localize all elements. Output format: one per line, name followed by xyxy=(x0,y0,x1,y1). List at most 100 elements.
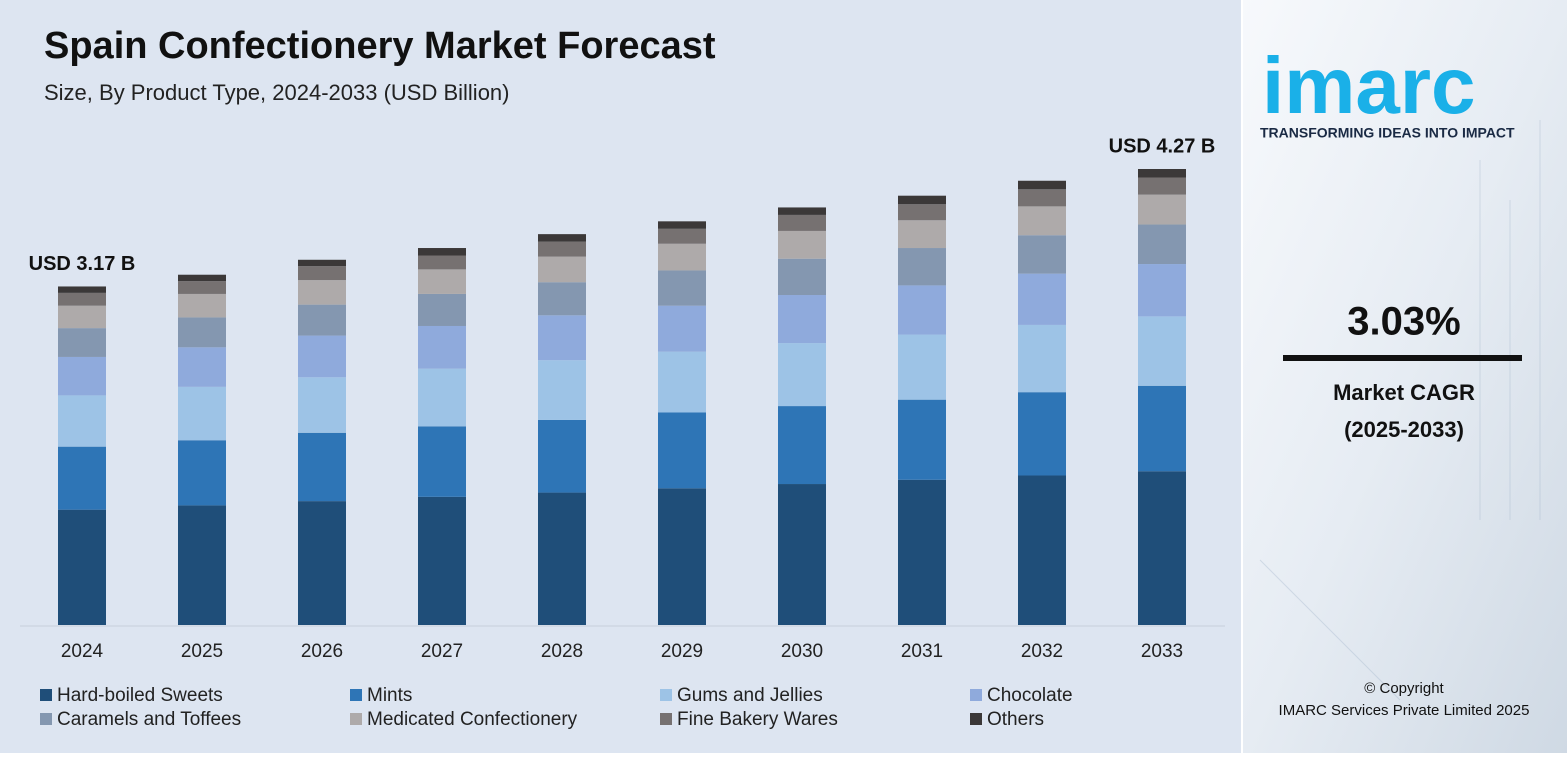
bar-segment xyxy=(538,492,586,625)
bar-segment xyxy=(778,258,826,296)
x-tick-label: 2030 xyxy=(781,641,823,662)
legend-swatch xyxy=(970,713,982,725)
x-tick-label: 2027 xyxy=(421,641,463,662)
legend-label: Mints xyxy=(367,685,412,706)
bar-segment xyxy=(1138,169,1186,178)
bar-segment xyxy=(538,241,586,257)
bar-segment xyxy=(1018,180,1066,190)
bar-segment xyxy=(418,368,466,427)
legend-swatch xyxy=(970,689,982,701)
bar-segment xyxy=(1138,264,1186,317)
bar-segment xyxy=(898,285,946,335)
bar-segment xyxy=(178,440,226,506)
bar-segment xyxy=(1018,392,1066,476)
bar-segment xyxy=(58,292,106,306)
bar-segment xyxy=(1138,224,1186,265)
bar-segment xyxy=(1018,273,1066,325)
bar-segment xyxy=(298,377,346,433)
legend-label: Hard-boiled Sweets xyxy=(57,685,223,706)
bar-segment xyxy=(538,256,586,283)
bar-segment xyxy=(418,496,466,625)
x-tick-label: 2026 xyxy=(301,641,343,662)
logo: imarc xyxy=(1262,41,1475,130)
bar-segment xyxy=(1138,471,1186,625)
cagr-label: Market CAGR xyxy=(1333,380,1475,405)
bar-segment xyxy=(898,204,946,221)
bar-segment xyxy=(58,395,106,447)
bar-segment xyxy=(1138,194,1186,225)
bar-segment xyxy=(418,255,466,270)
bar-segment xyxy=(298,266,346,281)
bar-segment xyxy=(778,295,826,344)
legend-label: Others xyxy=(987,709,1044,730)
legend-swatch xyxy=(40,713,52,725)
tagline: TRANSFORMING IDEAS INTO IMPACT xyxy=(1260,125,1515,141)
bar-segment xyxy=(898,220,946,249)
x-tick-label: 2031 xyxy=(901,641,943,662)
bar-segment xyxy=(898,334,946,400)
bar-segment xyxy=(778,484,826,625)
bar-segment xyxy=(298,501,346,625)
bar-segment xyxy=(778,214,826,231)
total-label: USD 3.17 B xyxy=(29,253,136,275)
bar-segment xyxy=(658,243,706,271)
copyright: © Copyright xyxy=(1364,680,1444,697)
bar-segment xyxy=(58,509,106,625)
legend-label: Caramels and Toffees xyxy=(57,709,241,730)
bar-segment xyxy=(178,281,226,294)
bar-segment xyxy=(778,230,826,259)
bar-segment xyxy=(1018,206,1066,236)
bar-segment xyxy=(538,419,586,493)
bar-segment xyxy=(778,207,826,215)
legend-label: Gums and Jellies xyxy=(677,685,823,706)
bar-segment xyxy=(298,335,346,378)
legend-swatch xyxy=(40,689,52,701)
bar-segment xyxy=(658,221,706,229)
legend-swatch xyxy=(660,689,672,701)
bar-segment xyxy=(298,432,346,502)
legend-swatch xyxy=(350,689,362,701)
bar-segment xyxy=(1138,177,1186,195)
cagr-rule xyxy=(1283,355,1522,361)
chart-subtitle: Size, By Product Type, 2024-2033 (USD Bi… xyxy=(44,80,510,105)
x-tick-label: 2029 xyxy=(661,641,703,662)
bar-segment xyxy=(418,269,466,294)
bar-segment xyxy=(1138,385,1186,472)
legend-swatch xyxy=(660,713,672,725)
bar-segment xyxy=(658,488,706,625)
bar-segment xyxy=(58,286,106,293)
bar-segment xyxy=(298,259,346,267)
bar-segment xyxy=(178,505,226,625)
bar-segment xyxy=(538,360,586,420)
bar-segment xyxy=(898,399,946,480)
bar-segment xyxy=(658,305,706,352)
cagr-value: 3.03% xyxy=(1347,300,1460,344)
bar-segment xyxy=(1018,235,1066,274)
bar-segment xyxy=(418,426,466,497)
bar-segment xyxy=(178,317,226,348)
bar-segment xyxy=(58,328,106,357)
bar-segment xyxy=(898,479,946,625)
bar-segment xyxy=(418,248,466,256)
cagr-period: (2025-2033) xyxy=(1344,417,1464,442)
x-tick-label: 2032 xyxy=(1021,641,1063,662)
x-tick-label: 2033 xyxy=(1141,641,1183,662)
total-label: USD 4.27 B xyxy=(1109,135,1216,157)
bar-segment xyxy=(178,386,226,441)
bar-segment xyxy=(1138,316,1186,386)
bar-segment xyxy=(898,195,946,205)
bar-segment xyxy=(778,343,826,407)
bar-segment xyxy=(538,234,586,242)
legend-label: Fine Bakery Wares xyxy=(677,709,838,730)
legend-label: Medicated Confectionery xyxy=(367,709,578,730)
x-tick-label: 2028 xyxy=(541,641,583,662)
bar-segment xyxy=(1018,189,1066,207)
bar-segment xyxy=(418,293,466,326)
bar-segment xyxy=(658,412,706,489)
bar-segment xyxy=(178,347,226,387)
bar-segment xyxy=(658,351,706,413)
bar-segment xyxy=(58,305,106,329)
bar-segment xyxy=(58,356,106,396)
